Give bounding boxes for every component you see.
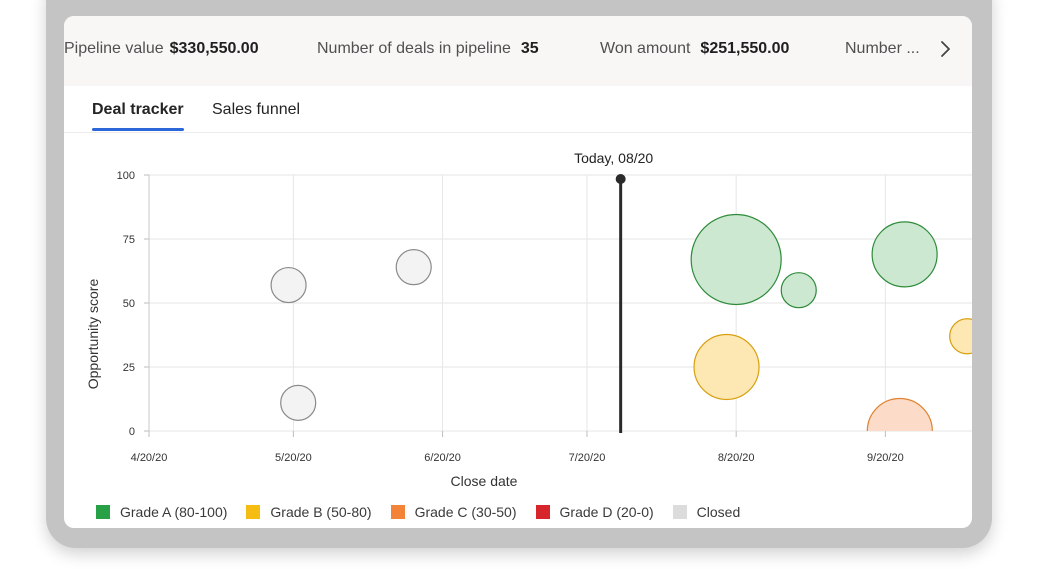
x-tick-label: 9/20/20	[867, 452, 904, 464]
x-tick-label: 8/20/20	[718, 452, 755, 464]
kpi-label: Number ...	[845, 40, 920, 57]
kpi-won-amount: Won amount $251,550.00	[600, 40, 789, 58]
x-axis-title: Close date	[451, 473, 518, 489]
legend-label: Grade D (20-0)	[559, 504, 654, 520]
today-marker-dot	[615, 174, 626, 184]
legend-item[interactable]: Grade B (50-80)	[246, 504, 372, 520]
deal-bubble[interactable]	[280, 384, 317, 421]
legend-item[interactable]: Closed	[672, 504, 741, 520]
legend-label: Grade C (30-50)	[414, 504, 517, 520]
kpi-pipeline-value: Pipeline value $330,550.00	[64, 40, 259, 58]
today-marker-label: Today, 08/20	[574, 150, 653, 166]
y-tick-label: 25	[123, 362, 135, 374]
legend-swatch	[535, 505, 550, 519]
deal-bubble[interactable]	[270, 266, 307, 304]
kpi-next-button[interactable]	[936, 38, 956, 60]
deal-bubble[interactable]	[693, 333, 760, 401]
deal-bubble[interactable]	[780, 272, 817, 309]
chevron-right-icon	[941, 41, 950, 57]
y-tick-label: 0	[129, 426, 135, 438]
tab-deal-tracker[interactable]: Deal tracker	[92, 101, 184, 118]
kpi-label: Won amount	[600, 40, 691, 57]
kpi-value: $251,550.00	[700, 40, 790, 57]
deal-bubble[interactable]	[395, 249, 432, 286]
legend-swatch	[672, 505, 687, 519]
chart-legend: Grade A (80-100) Grade B (50-80) Grade C (…	[96, 504, 759, 522]
kpi-number-truncated: Number ...	[845, 40, 926, 58]
deal-bubble[interactable]	[690, 213, 782, 306]
deal-bubble[interactable]	[949, 318, 972, 355]
app-screen: Pipeline value $330,550.00 Number of deal…	[64, 16, 972, 528]
legend-label: Closed	[696, 504, 741, 520]
x-tick-label: 4/20/20	[131, 452, 168, 464]
legend-swatch	[390, 505, 405, 519]
legend-item[interactable]: Grade D (20-0)	[535, 504, 654, 520]
deal-tracker-chart: 0 25 50 75 100 4/20/20 5/20/20 6/20/20 7/20/20 8/…	[85, 150, 972, 489]
deal-bubble[interactable]	[871, 221, 938, 288]
tab-bar: Deal tracker Sales funnel	[64, 86, 972, 133]
x-tick-label: 5/20/20	[275, 452, 312, 464]
legend-item[interactable]: Grade C (30-50)	[390, 504, 517, 520]
kpi-label: Number of deals in pipeline	[317, 40, 511, 57]
tab-sales-funnel[interactable]: Sales funnel	[212, 101, 301, 118]
kpi-number-of-deals: Number of deals in pipeline 35	[317, 40, 539, 58]
x-tick-label: 6/20/20	[424, 452, 461, 464]
legend-item[interactable]: Grade A (80-100)	[96, 504, 227, 520]
kpi-label: Pipeline value	[64, 40, 164, 57]
y-tick-label: 50	[123, 298, 135, 310]
y-tick-label: 100	[117, 170, 135, 182]
legend-label: Grade B (50-80)	[270, 504, 372, 520]
legend-swatch	[96, 505, 110, 519]
kpi-value: 35	[520, 40, 539, 57]
y-axis-title: Opportunity score	[85, 279, 101, 390]
x-tick-label: 7/20/20	[569, 452, 606, 464]
deal-bubble[interactable]	[866, 397, 933, 464]
legend-label: Grade A (80-100)	[120, 504, 228, 520]
active-tab-indicator	[92, 128, 184, 131]
kpi-value: $330,550.00	[169, 40, 259, 57]
bubble-layer	[270, 213, 972, 464]
legend-swatch	[246, 505, 261, 519]
kpi-bar: Pipeline value $330,550.00 Number of deal…	[64, 16, 972, 86]
y-tick-label: 75	[123, 234, 135, 246]
